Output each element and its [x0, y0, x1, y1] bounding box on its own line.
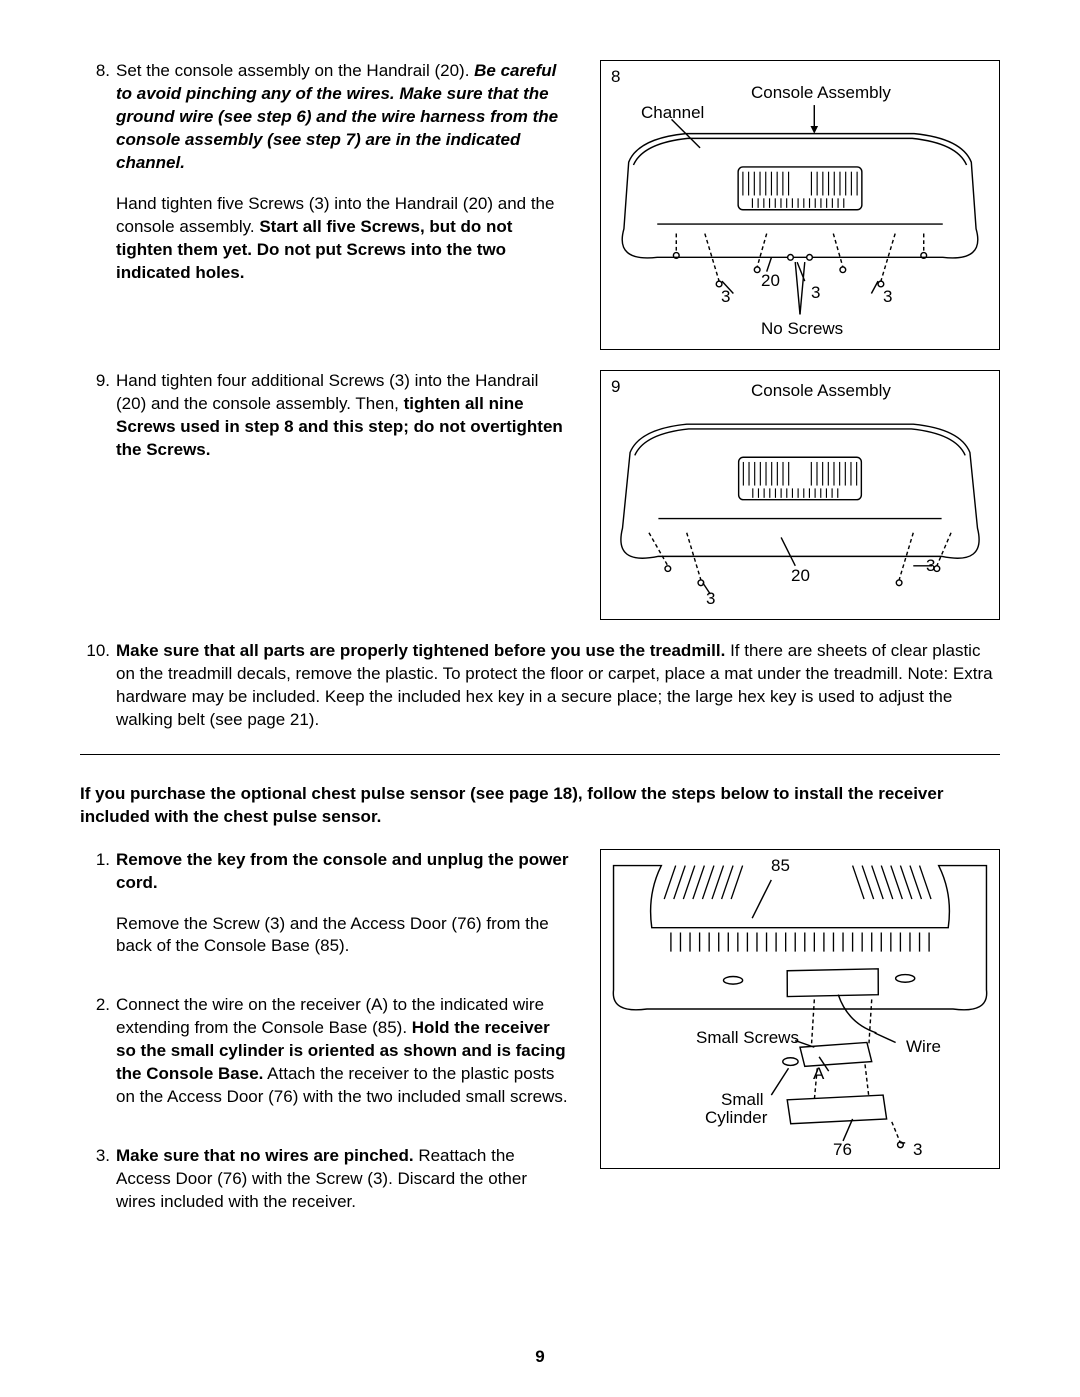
fig9-label-3a: 3 [706, 589, 715, 609]
step-8-body: Set the console assembly on the Handrail… [116, 60, 570, 302]
figr-label-smallscrews: Small Screws [696, 1028, 799, 1048]
step-9-body: Hand tighten four additional Screws (3) … [116, 370, 570, 480]
step-8-num: 8. [80, 60, 116, 302]
row-step-9: 9. Hand tighten four additional Screws (… [80, 370, 1000, 620]
fig9-label-20: 20 [791, 566, 810, 586]
figure-8-num: 8 [611, 67, 620, 87]
step-9-para-1: Hand tighten four additional Screws (3) … [116, 370, 570, 462]
fig8-label-console: Console Assembly [751, 83, 891, 103]
fig8-label-3a: 3 [721, 287, 730, 307]
figure-9: 9 [600, 370, 1000, 620]
row-receiver: 1. Remove the key from the console and u… [80, 849, 1000, 1250]
figure-receiver-svg [607, 856, 993, 1162]
step-9: 9. Hand tighten four additional Screws (… [80, 370, 570, 480]
figure-9-col: 9 [600, 370, 1000, 620]
rstep-3: 3. Make sure that no wires are pinched. … [80, 1145, 570, 1232]
fig8-label-noscrews: No Screws [761, 319, 843, 339]
step-8-para-1: Set the console assembly on the Handrail… [116, 60, 570, 175]
row-step-8: 8. Set the console assembly on the Handr… [80, 60, 1000, 350]
fig8-label-3c: 3 [883, 287, 892, 307]
page: 8. Set the console assembly on the Handr… [0, 0, 1080, 1397]
rstep-3-body: Make sure that no wires are pinched. Rea… [116, 1145, 570, 1232]
figure-9-num: 9 [611, 377, 620, 397]
page-number: 9 [0, 1347, 1080, 1367]
rstep-1-num: 1. [80, 849, 116, 977]
fig8-label-channel: Channel [641, 103, 704, 123]
figr-label-smallcyl: Small [721, 1090, 764, 1110]
figr-label-wire: Wire [906, 1037, 941, 1057]
rstep-1: 1. Remove the key from the console and u… [80, 849, 570, 977]
figr-label-85: 85 [771, 856, 790, 876]
figr-label-A: A [813, 1064, 824, 1084]
fig8-label-3b: 3 [811, 283, 820, 303]
fig9-label-3b: 3 [926, 556, 935, 576]
figure-receiver-col: 85 Small Screws Wire A Small Cylinder 76… [600, 849, 1000, 1250]
step-10: 10. Make sure that all parts are properl… [80, 640, 1000, 732]
figr-label-3: 3 [913, 1140, 922, 1160]
divider [80, 754, 1000, 755]
rstep-1-body: Remove the key from the console and unpl… [116, 849, 570, 977]
step-9-num: 9. [80, 370, 116, 480]
rstep-2: 2. Connect the wire on the receiver (A) … [80, 994, 570, 1127]
figure-receiver: 85 Small Screws Wire A Small Cylinder 76… [600, 849, 1000, 1169]
figr-label-smallcyl2: Cylinder [705, 1108, 767, 1128]
fig9-label-console: Console Assembly [751, 381, 891, 401]
rstep-2-num: 2. [80, 994, 116, 1127]
rstep-3-num: 3. [80, 1145, 116, 1232]
figr-label-76: 76 [833, 1140, 852, 1160]
step-10-num: 10. [80, 640, 116, 732]
step-9-text: 9. Hand tighten four additional Screws (… [80, 370, 570, 620]
step-8-para-2: Hand tighten five Screws (3) into the Ha… [116, 193, 570, 285]
receiver-intro: If you purchase the optional chest pulse… [80, 783, 1000, 829]
step-8-text: 8. Set the console assembly on the Handr… [80, 60, 570, 350]
rstep-2-body: Connect the wire on the receiver (A) to … [116, 994, 570, 1127]
fig8-label-20: 20 [761, 271, 780, 291]
step-8: 8. Set the console assembly on the Handr… [80, 60, 570, 302]
figure-8-col: 8 [600, 60, 1000, 350]
figure-8: 8 [600, 60, 1000, 350]
step-10-body: Make sure that all parts are properly ti… [116, 640, 1000, 732]
receiver-text: 1. Remove the key from the console and u… [80, 849, 570, 1250]
